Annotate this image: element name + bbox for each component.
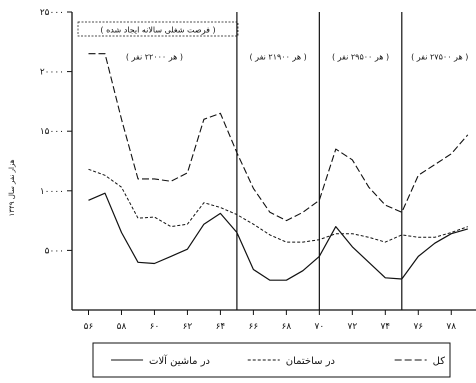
series: [88, 53, 469, 281]
x-tick-label: ۵۶: [84, 322, 94, 332]
period-label: ( هر ۲۲۰۰۰ نفر ): [126, 53, 183, 62]
x-tick-label: ۷۴: [380, 322, 390, 332]
x-tick-label: ۶۶: [249, 322, 259, 332]
x-tick-label: ۶۲: [183, 322, 193, 332]
legend: کل در ساختمان در ماشین آلات: [92, 342, 451, 378]
y-tick-label: ۲۰۰۰۰: [40, 68, 64, 78]
x-tick-label: ۶۰: [150, 322, 160, 332]
legend-label: در ساختمان: [286, 356, 335, 367]
y-axis-label: هزار نفر سال ۱۳۴۹: [8, 159, 16, 216]
series-line-1: [88, 53, 469, 222]
period-label: ( هر ۲۱۹۰۰ نفر ): [249, 53, 306, 62]
y-tick-label: ۲۵۰۰۰: [40, 8, 64, 18]
x-tick-label: ۶۸: [282, 322, 292, 332]
series-line-2: [88, 168, 468, 243]
legend-label: در ماشین آلات: [149, 354, 210, 367]
y-ticks: ۵۰۰۰ ۱۰۰۰۰ ۱۵۰۰۰ ۲۰۰۰۰ ۲۵۰۰۰: [40, 8, 72, 256]
period-labels: ( هر ۲۲۰۰۰ نفر ) ( هر ۲۱۹۰۰ نفر ) ( هر ۲۹۵…: [126, 53, 469, 62]
period-label: ( هر ۲۹۵۰۰ نفر ): [332, 53, 389, 62]
series-line-3: [88, 192, 468, 281]
title-frame: ( فرصت شغلی سالانه ایجاد شده ): [77, 21, 239, 37]
legend-label: کل: [433, 356, 446, 367]
x-ticks: ۵۶ ۵۸ ۶۰ ۶۲ ۶۴ ۶۶ ۶۸ ۷۰ ۷۲ ۷۴ ۷۶ ۷۸: [84, 310, 456, 332]
frame-title: ( فرصت شغلی سالانه ایجاد شده ): [100, 26, 215, 35]
x-tick-label: ۷۶: [413, 322, 423, 332]
x-tick-label: ۷۲: [347, 322, 357, 332]
axes: [71, 12, 476, 311]
title-frame-box: [77, 21, 239, 37]
legend-box: [92, 342, 451, 378]
x-tick-label: ۷۰: [315, 322, 325, 332]
period-dividers: [236, 12, 403, 310]
y-tick-label: ۵۰۰۰: [45, 246, 64, 256]
x-tick-label: ۷۸: [446, 322, 456, 332]
x-tick-label: ۶۴: [216, 322, 226, 332]
y-tick-label: ۱۵۰۰۰: [40, 127, 64, 137]
period-label: ( هر ۲۷۵۰۰ نفر ): [411, 53, 468, 62]
x-tick-label: ۵۸: [117, 322, 127, 332]
y-tick-label: ۱۰۰۰۰: [40, 187, 64, 197]
